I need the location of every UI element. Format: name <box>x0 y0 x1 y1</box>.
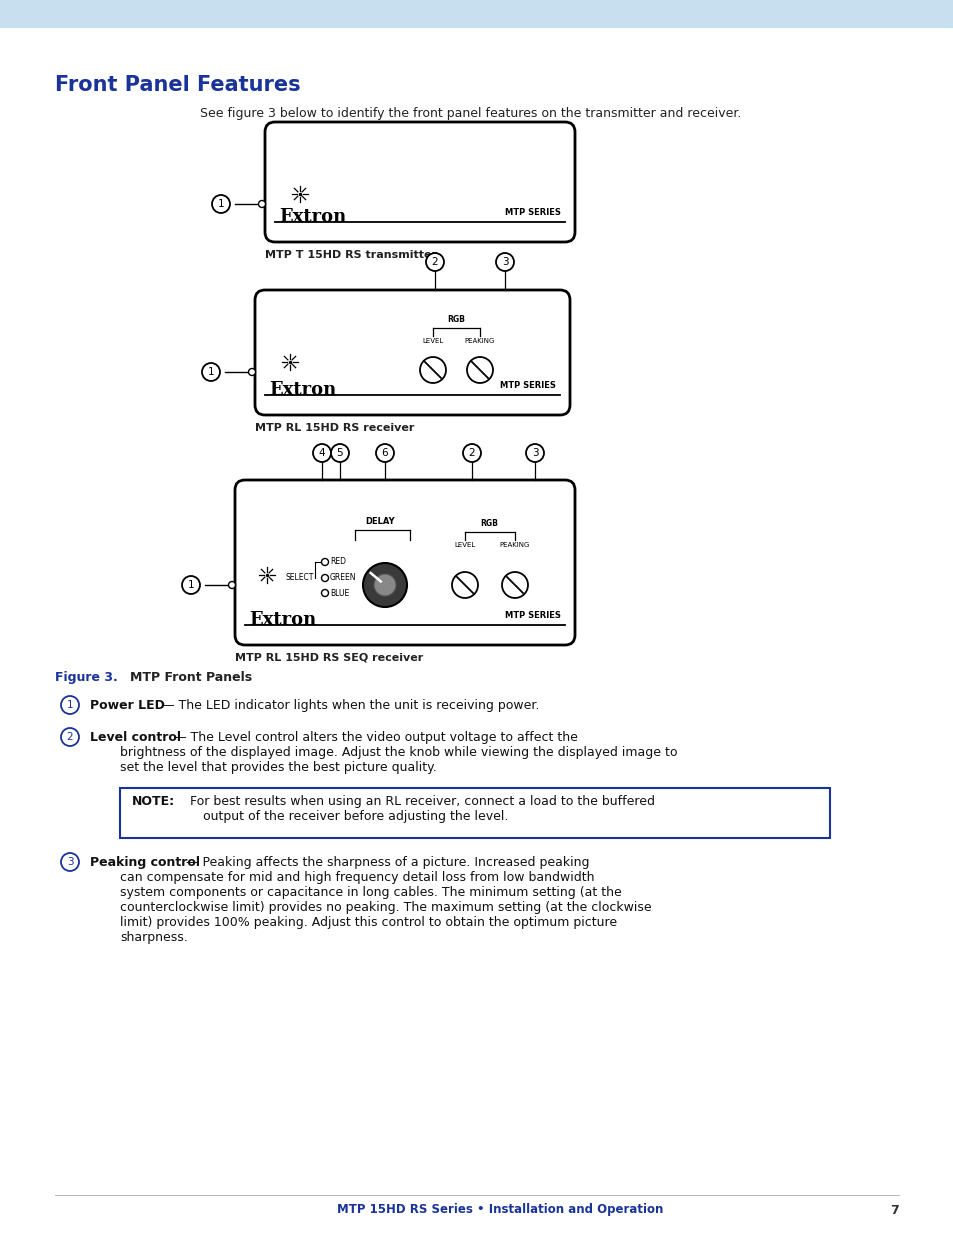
Text: RGB: RGB <box>447 315 464 324</box>
Text: LEVEL: LEVEL <box>422 338 443 345</box>
Text: output of the receiver before adjusting the level.: output of the receiver before adjusting … <box>203 810 508 823</box>
Circle shape <box>61 697 79 714</box>
Text: 5: 5 <box>336 448 343 458</box>
Text: 3: 3 <box>67 857 73 867</box>
Circle shape <box>202 363 220 382</box>
Text: 2: 2 <box>67 732 73 742</box>
FancyBboxPatch shape <box>254 290 569 415</box>
Text: Figure 3.: Figure 3. <box>55 671 117 684</box>
Bar <box>0 0 953 28</box>
Text: PEAKING: PEAKING <box>464 338 495 345</box>
Text: MTP SERIES: MTP SERIES <box>504 611 560 620</box>
Circle shape <box>363 563 407 606</box>
Circle shape <box>467 357 493 383</box>
Circle shape <box>525 445 543 462</box>
Text: set the level that provides the best picture quality.: set the level that provides the best pic… <box>120 761 436 774</box>
Circle shape <box>375 445 394 462</box>
Text: LEVEL: LEVEL <box>454 542 476 548</box>
FancyBboxPatch shape <box>120 788 829 839</box>
Circle shape <box>331 445 349 462</box>
Text: DELAY: DELAY <box>365 517 395 526</box>
Text: See figure 3 below to identify the front panel features on the transmitter and r: See figure 3 below to identify the front… <box>200 107 740 120</box>
Text: 3: 3 <box>531 448 537 458</box>
Text: limit) provides 100% peaking. Adjust this control to obtain the optimum picture: limit) provides 100% peaking. Adjust thi… <box>120 916 617 929</box>
Text: Extron: Extron <box>278 207 346 226</box>
Text: GREEN: GREEN <box>330 573 356 583</box>
Text: Extron: Extron <box>249 611 315 629</box>
Text: brightness of the displayed image. Adjust the knob while viewing the displayed i: brightness of the displayed image. Adjus… <box>120 746 677 760</box>
Text: MTP RL 15HD RS SEQ receiver: MTP RL 15HD RS SEQ receiver <box>234 653 423 663</box>
Text: Power LED: Power LED <box>90 699 165 713</box>
Text: 2: 2 <box>432 257 437 267</box>
Circle shape <box>462 445 480 462</box>
Circle shape <box>374 574 395 597</box>
Circle shape <box>452 572 477 598</box>
Text: 4: 4 <box>318 448 325 458</box>
Circle shape <box>321 558 328 566</box>
Circle shape <box>258 200 265 207</box>
Text: sharpness.: sharpness. <box>120 931 188 944</box>
Circle shape <box>321 589 328 597</box>
Text: can compensate for mid and high frequency detail loss from low bandwidth: can compensate for mid and high frequenc… <box>120 871 594 884</box>
Circle shape <box>229 582 235 589</box>
Text: 2: 2 <box>468 448 475 458</box>
Text: — The LED indicator lights when the unit is receiving power.: — The LED indicator lights when the unit… <box>158 699 538 713</box>
Circle shape <box>182 576 200 594</box>
Text: 3: 3 <box>501 257 508 267</box>
Text: 1: 1 <box>188 580 194 590</box>
FancyBboxPatch shape <box>265 122 575 242</box>
Text: 1: 1 <box>67 700 73 710</box>
Text: RED: RED <box>330 557 346 567</box>
Text: SELECT: SELECT <box>285 573 314 583</box>
Circle shape <box>501 572 527 598</box>
Circle shape <box>419 357 446 383</box>
FancyBboxPatch shape <box>234 480 575 645</box>
Text: 7: 7 <box>889 1203 898 1216</box>
Text: 1: 1 <box>208 367 214 377</box>
Text: — The Level control alters the video output voltage to affect the: — The Level control alters the video out… <box>170 731 578 743</box>
Text: Extron: Extron <box>269 382 335 399</box>
Text: Level control: Level control <box>90 731 181 743</box>
Text: BLUE: BLUE <box>330 589 349 598</box>
Text: For best results when using an RL receiver, connect a load to the buffered: For best results when using an RL receiv… <box>178 795 655 808</box>
Circle shape <box>61 853 79 871</box>
Circle shape <box>321 574 328 582</box>
Text: MTP T 15HD RS transmitter: MTP T 15HD RS transmitter <box>265 249 436 261</box>
Text: Peaking control: Peaking control <box>90 856 200 869</box>
Circle shape <box>426 253 443 270</box>
Text: Front Panel Features: Front Panel Features <box>55 75 300 95</box>
Text: 6: 6 <box>381 448 388 458</box>
Text: MTP SERIES: MTP SERIES <box>504 207 560 217</box>
Text: MTP RL 15HD RS receiver: MTP RL 15HD RS receiver <box>254 424 414 433</box>
Circle shape <box>212 195 230 212</box>
Text: PEAKING: PEAKING <box>499 542 530 548</box>
Text: MTP Front Panels: MTP Front Panels <box>130 671 252 684</box>
Circle shape <box>61 727 79 746</box>
Circle shape <box>248 368 255 375</box>
Text: — Peaking affects the sharpness of a picture. Increased peaking: — Peaking affects the sharpness of a pic… <box>182 856 589 869</box>
Text: MTP 15HD RS Series • Installation and Operation: MTP 15HD RS Series • Installation and Op… <box>336 1203 662 1216</box>
Circle shape <box>496 253 514 270</box>
Text: counterclockwise limit) provides no peaking. The maximum setting (at the clockwi: counterclockwise limit) provides no peak… <box>120 902 651 914</box>
Text: system components or capacitance in long cables. The minimum setting (at the: system components or capacitance in long… <box>120 885 621 899</box>
Text: NOTE:: NOTE: <box>132 795 175 808</box>
Text: RGB: RGB <box>479 519 497 529</box>
Text: MTP SERIES: MTP SERIES <box>499 382 556 390</box>
Text: 1: 1 <box>217 199 224 209</box>
Circle shape <box>313 445 331 462</box>
